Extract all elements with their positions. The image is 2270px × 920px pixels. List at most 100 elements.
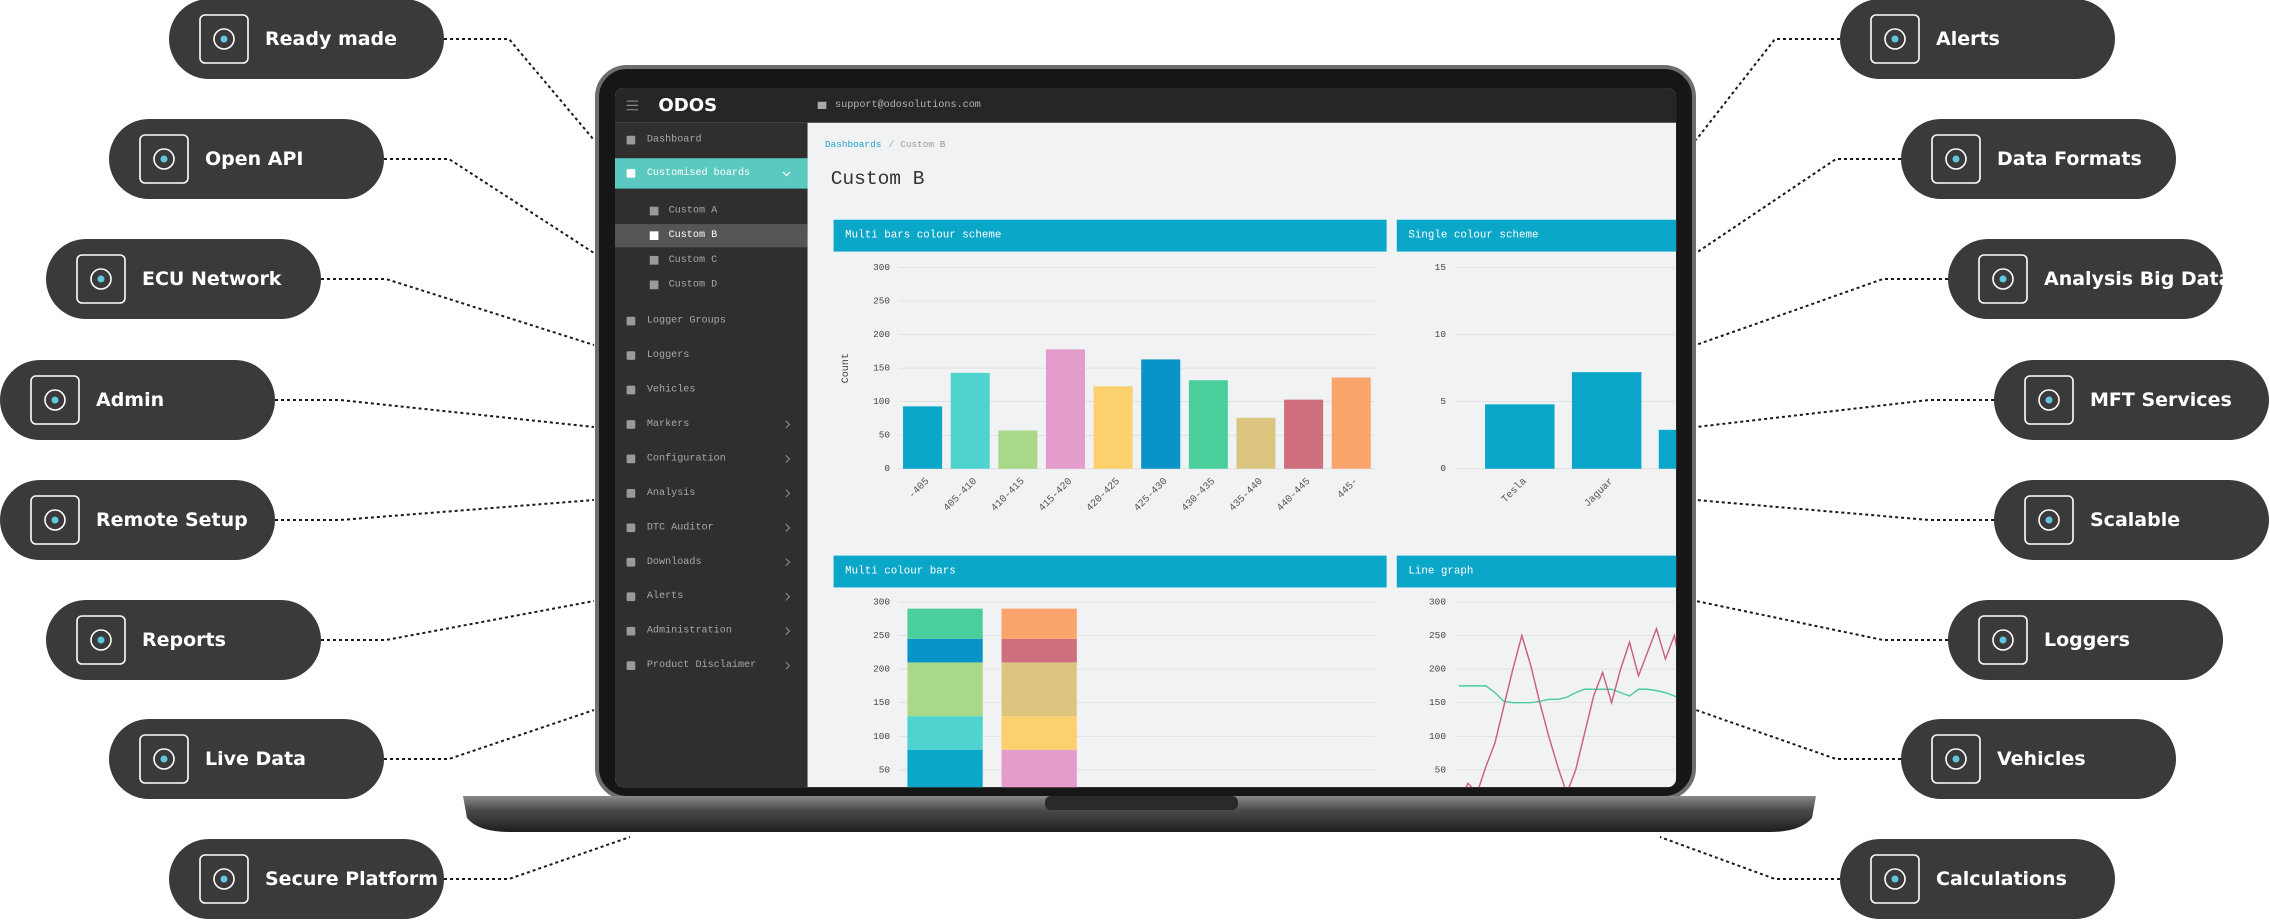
pill-icon-glyph: [2038, 389, 2060, 411]
feature-pill[interactable]: Analysis Big Data: [1948, 239, 2231, 319]
pill-icon-glyph: [1945, 148, 1967, 170]
sidebar-icon: [626, 420, 636, 429]
sidebar-item[interactable]: Loggers: [626, 350, 690, 361]
stacked-segment: [907, 662, 983, 717]
connector: [275, 499, 595, 521]
bar: [1485, 404, 1555, 469]
feature-pill[interactable]: Calculations: [1840, 839, 2115, 919]
sidebar-item[interactable]: Markers: [626, 418, 791, 430]
logo: ODOS: [658, 95, 717, 116]
pill-icon-glyph: [2038, 509, 2060, 531]
sidebar-icon: [626, 661, 636, 670]
y-axis-label: Count: [841, 353, 852, 383]
sidebar-icon: [626, 592, 636, 602]
app-screen: ODOS support@odosolutions.com Dashboard Cus…: [615, 88, 1677, 788]
feature-pill[interactable]: Vehicles: [1901, 719, 2176, 799]
sidebar-sublabel: Custom D: [669, 279, 718, 290]
pill-icon: [1931, 734, 1981, 784]
sidebar-item[interactable]: Configuration: [626, 452, 791, 464]
sidebar-item[interactable]: Downloads: [626, 556, 791, 568]
pill-icon-dot: [1891, 35, 1899, 43]
connector: [1695, 600, 1948, 641]
sidebar-item[interactable]: Alerts: [626, 590, 791, 602]
sidebar-icon: [649, 280, 659, 290]
sidebar-subitem[interactable]: Custom B: [649, 230, 717, 241]
sidebar-item[interactable]: DTC Auditor: [626, 521, 791, 533]
sidebar-item[interactable]: Dashboard: [626, 134, 702, 146]
pill-icon-dot: [220, 35, 228, 43]
pill-background: [169, 839, 444, 919]
sidebar-label: Product Disclaimer: [647, 659, 756, 671]
feature-pill[interactable]: Live Data: [109, 719, 384, 799]
connector: [275, 399, 595, 428]
bar: [1045, 349, 1085, 469]
feature-pill[interactable]: Alerts: [1840, 0, 2115, 79]
sidebar-item[interactable]: Vehicles: [626, 383, 696, 395]
pill-icon-dot: [1891, 875, 1899, 883]
feature-pill[interactable]: Loggers: [1948, 600, 2223, 680]
y-tick-label: 150: [873, 363, 890, 374]
feature-pill[interactable]: Open API: [109, 119, 384, 199]
feature-pill[interactable]: Reports: [46, 600, 321, 680]
pill-icon-dot: [160, 755, 168, 763]
connector: [1695, 158, 1901, 254]
bar: [903, 406, 943, 469]
pill-label: Secure Platform: [265, 868, 438, 890]
pill-icon-dot: [220, 875, 228, 883]
pill-icon-glyph: [90, 629, 112, 651]
connector: [1695, 499, 1994, 521]
y-tick-label: 150: [873, 697, 890, 708]
pill-label: Admin: [96, 389, 164, 411]
pill-icon-dot: [51, 516, 59, 524]
pill-icon-dot: [1999, 636, 2007, 644]
pill-background: [109, 719, 384, 799]
sidebar-chevron: [785, 558, 791, 567]
sidebar-label: Logger Groups: [647, 316, 726, 327]
feature-pill[interactable]: Secure Platform: [169, 839, 444, 919]
y-tick-label: 200: [873, 664, 890, 675]
bar: [1658, 429, 1677, 469]
y-tick-label: 200: [873, 329, 890, 340]
sidebar-item[interactable]: Product Disclaimer: [626, 659, 791, 671]
pill-icon: [1931, 134, 1981, 184]
y-tick-label: 100: [873, 396, 890, 407]
sidebar-item[interactable]: Analysis: [626, 487, 791, 499]
pill-label: ECU Network: [142, 268, 282, 290]
feature-pill[interactable]: Scalable: [1994, 480, 2269, 560]
feature-pill[interactable]: Admin: [0, 360, 275, 440]
sidebar-active-child: [615, 224, 808, 248]
connector: [384, 709, 595, 760]
sidebar-item[interactable]: Logger Groups: [626, 316, 726, 327]
panel-title: Multi bars colour scheme: [845, 230, 1001, 242]
connector: [1695, 38, 1840, 141]
pill-label: Ready made: [265, 28, 397, 50]
pill-icon: [76, 254, 126, 304]
bar: [950, 372, 990, 469]
sidebar-subitem[interactable]: Custom C: [649, 255, 717, 266]
pill-label: Data Formats: [1997, 148, 2142, 170]
pill-icon: [1978, 615, 2028, 665]
y-tick-label: 0: [1440, 463, 1446, 474]
sidebar-subitem[interactable]: Custom A: [649, 206, 718, 217]
connector: [444, 836, 631, 880]
sidebar-subitem[interactable]: Custom D: [649, 279, 718, 290]
pill-icon-glyph: [1884, 28, 1906, 50]
sidebar-label: Downloads: [647, 556, 702, 568]
page-title: Custom B: [831, 168, 925, 190]
bar: [998, 430, 1038, 469]
feature-pill[interactable]: Remote Setup: [0, 480, 275, 560]
sidebar-icon: [626, 454, 636, 464]
pill-icon-dot: [1952, 755, 1960, 763]
breadcrumb-link[interactable]: Dashboards: [825, 139, 881, 150]
panel-title: Multi colour bars: [845, 566, 956, 578]
feature-pill[interactable]: MFT Services: [1994, 360, 2269, 440]
feature-pill[interactable]: ECU Network: [46, 239, 321, 319]
feature-pill[interactable]: Ready made: [169, 0, 444, 79]
sidebar-item[interactable]: Customised boards: [626, 167, 791, 179]
pill-background: [0, 480, 275, 560]
sidebar-item[interactable]: Administration: [626, 625, 791, 637]
feature-pill[interactable]: Data Formats: [1901, 119, 2176, 199]
pill-label: Vehicles: [1997, 748, 2086, 770]
connector: [444, 38, 595, 141]
y-tick-label: 300: [873, 596, 890, 607]
